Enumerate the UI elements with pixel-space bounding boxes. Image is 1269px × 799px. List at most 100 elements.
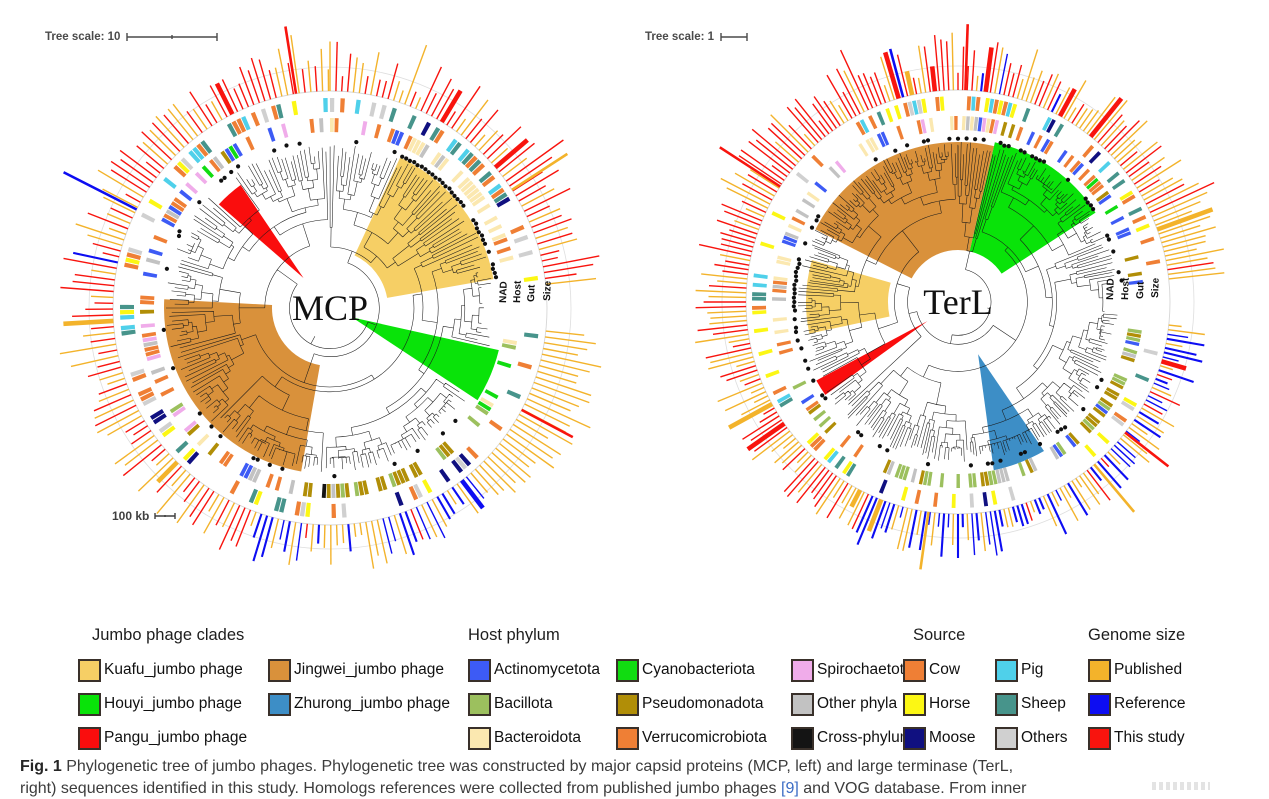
legend-item: Moose [903,726,987,750]
legend-item: Other phyla [791,692,913,716]
terl-tree-scale: Tree scale: 1 [645,31,750,43]
legend-item-label: Bacteroidota [494,729,582,746]
cow-swatch [903,658,926,682]
terl-tree-scale-label: Tree scale: 1 [645,31,715,43]
legend-item-label: Pig [1021,661,1044,678]
legend-item-label: Others [1021,729,1068,746]
mcp-ring-label-gut: Gut [526,284,538,302]
legend-item-label: This study [1114,729,1185,746]
sheep-swatch [995,692,1018,716]
legend-item: Bacteroidota [468,726,608,750]
moose-swatch [903,726,926,750]
houyi-swatch [78,692,101,716]
jingwei-swatch [268,658,291,682]
terl-ring-label-host: Host [1120,277,1132,300]
mcp-tree [59,26,602,569]
cyanobacteriota-swatch [616,658,639,682]
legend-item-label: Jingwei_jumbo phage [294,661,444,678]
legend-source-grid: Cow Horse Moose Pig Sheep Others [903,653,1068,755]
genome-size-scale: 100 kb [112,509,178,523]
pseudomonadota-swatch [616,692,639,716]
legend-item: Published [1088,658,1186,682]
legend-item-label: Sheep [1021,695,1066,712]
legend-item-label: Moose [929,729,976,746]
legend-item: Reference [1088,692,1186,716]
terl-tree-scale-bar [720,33,748,41]
legend-item-label: Pseudomonadota [642,695,764,712]
pig-swatch [995,658,1018,682]
legend-item: Others [995,726,1068,750]
legend-item-label: Pangu_jumbo phage [104,729,248,746]
caption-text-1: Phylogenetic tree of jumbo phages. Phylo… [61,758,1014,775]
pangu-swatch [78,726,101,750]
legend-section-clades: Jumbo phage clades Kuafu_jumbo phage Hou… [78,626,450,755]
terl-ring-label-gut: Gut [1135,281,1147,299]
legend-item-label: Houyi_jumbo phage [104,695,242,712]
legend-item-label: Actinomycetota [494,661,600,678]
legend-section-source: Source Cow Horse Moose Pig Sheep Others [903,626,1068,755]
legend-genome-grid: Published Reference This study [1088,653,1186,755]
verrucomicrobiota-swatch [616,726,639,750]
legend-section-genome-size: Genome size Published Reference This stu… [1088,626,1186,755]
published-swatch [1088,658,1111,682]
genome-size-scale-label: 100 kb [112,509,150,523]
other-phyla-swatch [791,692,814,716]
legend-item: Horse [903,692,987,716]
legend-item-label: Spirochaetota [817,661,913,678]
caption-line-1: Fig. 1 Phylogenetic tree of jumbo phages… [20,756,1260,778]
legend-clades-grid: Kuafu_jumbo phage Houyi_jumbo phage Pang… [78,653,450,755]
others-swatch [995,726,1018,750]
legend-item: Pangu_jumbo phage [78,726,260,750]
terl-center-label: TerL [923,282,992,322]
mcp-ring-label-host: Host [512,280,524,303]
legend-item: This study [1088,726,1186,750]
spirochaetota-swatch [791,658,814,682]
legend-item-label: Other phyla [817,695,898,712]
legend-host-grid: Actinomycetota Bacillota Bacteroidota Cy… [468,653,913,755]
this-study-swatch [1088,726,1111,750]
legend-item-label: Horse [929,695,971,712]
mcp-tree-scale-label: Tree scale: 10 [45,31,121,43]
caption-line-2: right) sequences identified in this stud… [20,778,1260,799]
legend-item-label: Verrucomicrobiota [642,729,767,746]
legend-genome-title: Genome size [1088,626,1186,644]
legend-item: Pig [995,658,1068,682]
mcp-tree-scale: Tree scale: 10 [45,31,220,43]
mcp-ring-label-nad: NAD [498,281,510,303]
caption-fig-label: Fig. 1 [20,758,62,775]
legend-item: Sheep [995,692,1068,716]
legend-item-label: Zhurong_jumbo phage [294,695,450,712]
legend-item: Verrucomicrobiota [616,726,783,750]
genome-size-scale-bar [154,513,177,519]
legend-item-label: Cow [929,661,961,678]
actinomycetota-swatch [468,658,491,682]
terl-ring-label-nad: NAD [1105,278,1117,300]
legend-item: Cross-phylum [791,726,913,750]
mcp-ring-label-size: Size [542,280,554,301]
legend-item-label: Reference [1114,695,1186,712]
legend-item-label: Kuafu_jumbo phage [104,661,243,678]
reference-swatch [1088,692,1111,716]
mcp-center-label: MCP [292,288,368,328]
terl-tree [695,24,1225,570]
reference-link[interactable]: [9] [781,780,799,797]
legend-item-label: Cross-phylum [817,729,913,746]
legend-item: Jingwei_jumbo phage [268,658,450,682]
legend-host-title: Host phylum [468,626,560,644]
bacteroidota-swatch [468,726,491,750]
horse-swatch [903,692,926,716]
legend-item-label: Cyanobacteriota [642,661,755,678]
figure-caption: Fig. 1 Phylogenetic tree of jumbo phages… [20,756,1260,799]
legend-item: Kuafu_jumbo phage [78,658,260,682]
zhurong-swatch [268,692,291,716]
legend-item-label: Bacillota [494,695,553,712]
legend-source-title: Source [913,626,966,644]
legend-item: Cyanobacteriota [616,658,783,682]
kuafu-swatch [78,658,101,682]
mcp-tree-scale-bar [126,33,219,41]
legend-item: Actinomycetota [468,658,608,682]
legend-item: Cow [903,658,987,682]
legend-item: Spirochaetota [791,658,913,682]
legend-section-host-phylum: Host phylum Actinomycetota Bacillota Bac… [468,626,913,755]
